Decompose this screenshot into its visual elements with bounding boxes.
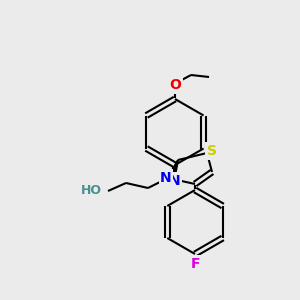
Text: N: N: [169, 174, 181, 188]
Text: N: N: [160, 171, 172, 185]
Text: F: F: [190, 257, 200, 271]
Text: HO: HO: [81, 184, 102, 197]
Text: O: O: [169, 78, 181, 92]
Text: S: S: [207, 144, 217, 158]
